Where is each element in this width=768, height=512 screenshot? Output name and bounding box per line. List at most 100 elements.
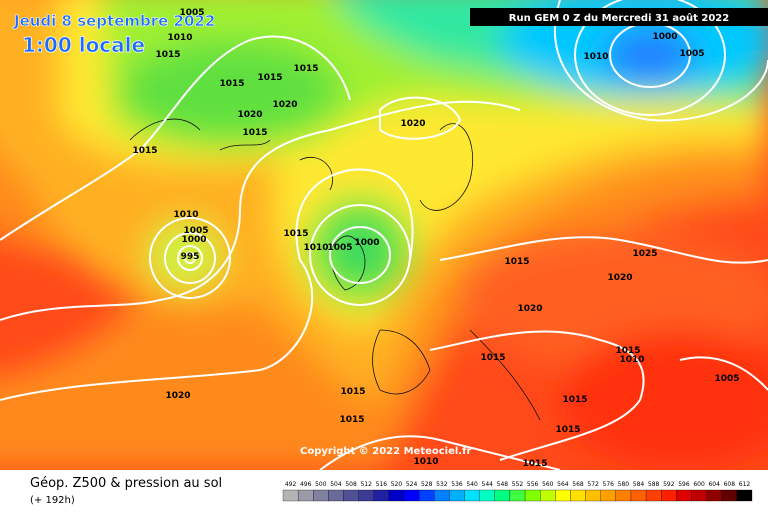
colorbar-label: 492 [285,481,297,488]
isobar-label: 1005 [183,226,208,236]
colorbar-swatch [479,489,495,502]
colorbar-label: 588 [648,481,660,488]
isobar-label: 1010 [167,33,192,43]
colorbar-swatch [373,489,390,502]
isobar-label: 1015 [293,64,318,74]
colorbar-label: 608 [724,481,736,488]
colorbar-label: 532 [436,481,448,488]
isobar-label: 1010 [173,210,198,220]
colorbar-swatch [494,489,511,502]
isobar-label: 1015 [283,229,308,239]
colorbar-swatch [630,489,647,502]
colorbar-swatch [706,489,722,502]
colorbar-label: 516 [376,481,388,488]
colorbar-swatch [464,489,480,502]
isobar-label: 1015 [615,346,640,356]
forecast-time: 1:00 locale [22,33,145,57]
colorbar-label: 568 [572,481,584,488]
isobar-label: 1010 [619,355,644,365]
colorbar-swatch [676,489,692,502]
colorbar-label: 528 [421,481,433,488]
colorbar-swatch [600,489,616,502]
colorbar-swatch [388,489,405,502]
isobar-label: 1015 [480,353,505,363]
colorbar-label: 544 [482,481,494,488]
colorbar-label: 600 [693,481,705,488]
lead-time: (+ 192h) [30,495,75,506]
colorbar-label: 520 [391,481,403,488]
isobar-label: 1010 [583,52,608,62]
colorbar-swatch [615,489,632,502]
isobar-label: 1020 [517,304,542,314]
isobar-label: 1020 [607,273,632,283]
colorbar-swatch [661,489,677,502]
isobar-label: 1000 [181,235,206,245]
colorbar-label: 584 [633,481,645,488]
colorbar-label: 504 [330,481,342,488]
isobar-label: 1005 [714,374,739,384]
run-info: Run GEM 0 Z du Mercredi 31 août 2022 [509,12,729,24]
isobar-label: 1015 [219,79,244,89]
footer-title: Géop. Z500 & pression au sol [30,476,222,491]
colorbar-swatch [555,489,571,502]
isobar-label: 1005 [327,243,352,253]
colorbar-swatch [403,489,420,502]
colorbar-swatch [419,489,435,502]
isobar-label: 1010 [303,243,328,253]
colorbar-swatch [509,489,526,502]
isobar-label: 1005 [179,8,204,18]
isobar-label: 1020 [400,119,425,129]
colorbar-label: 572 [587,481,599,488]
colorbar-label: 552 [512,481,524,488]
isobar-label: 1020 [237,110,262,120]
isobar-label: 1000 [354,238,379,248]
isobar-label: 1015 [555,425,580,435]
colorbar-swatch [645,489,662,502]
colorbar-label: 496 [300,481,312,488]
colorbar: 492 496 500 504 508 512 516 520 524 528 532 536 540 5… [282,481,753,502]
coastlines [129,118,541,421]
colorbar-label: 512 [360,481,372,488]
isobar-label: 1025 [632,249,657,259]
isobar-label: 1005 [679,49,704,59]
colorbar-label: 500 [315,481,327,488]
colorbar-swatch [721,489,738,502]
colorbar-swatch [736,489,753,502]
colorbar-label: 524 [406,481,418,488]
isobar-label: 1015 [562,395,587,405]
colorbar-swatch [343,489,359,502]
colorbar-swatch [313,489,329,502]
isobar-label: 1015 [339,415,364,425]
colorbar-swatch [585,489,601,502]
colorbar-swatch [297,489,314,502]
forecast-date: Jeudi 8 septembre 2022 [13,12,215,30]
colorbar-swatch [570,489,586,502]
map-field [0,0,768,470]
colorbar-swatch [434,489,450,502]
isobar-label: 1015 [340,387,365,397]
colorbar-swatch [358,489,374,502]
isobar-label: 1015 [504,257,529,267]
isobar-label: 995 [181,252,200,262]
colorbar-label: 604 [708,481,720,488]
isobar-label: 1000 [652,32,677,42]
isobar-label: 1015 [155,50,180,60]
isobar-label: 1015 [132,146,157,156]
colorbar-label: 548 [497,481,509,488]
colorbar-label: 564 [557,481,569,488]
colorbar-swatch [540,489,556,502]
colorbar-swatch [524,489,541,502]
isobar-label: 1010 [413,457,438,467]
colorbar-label: 556 [527,481,539,488]
colorbar-label: 612 [739,481,751,488]
colorbar-label: 536 [451,481,463,488]
colorbar-label: 540 [466,481,478,488]
isobar-label: 1020 [165,391,190,401]
colorbar-label: 580 [618,481,630,488]
colorbar-label: 592 [663,481,675,488]
copyright: Copyright © 2022 Meteociel.fr [300,446,471,457]
isobar-label: 1020 [272,100,297,110]
isobar-label: 1015 [242,128,267,138]
